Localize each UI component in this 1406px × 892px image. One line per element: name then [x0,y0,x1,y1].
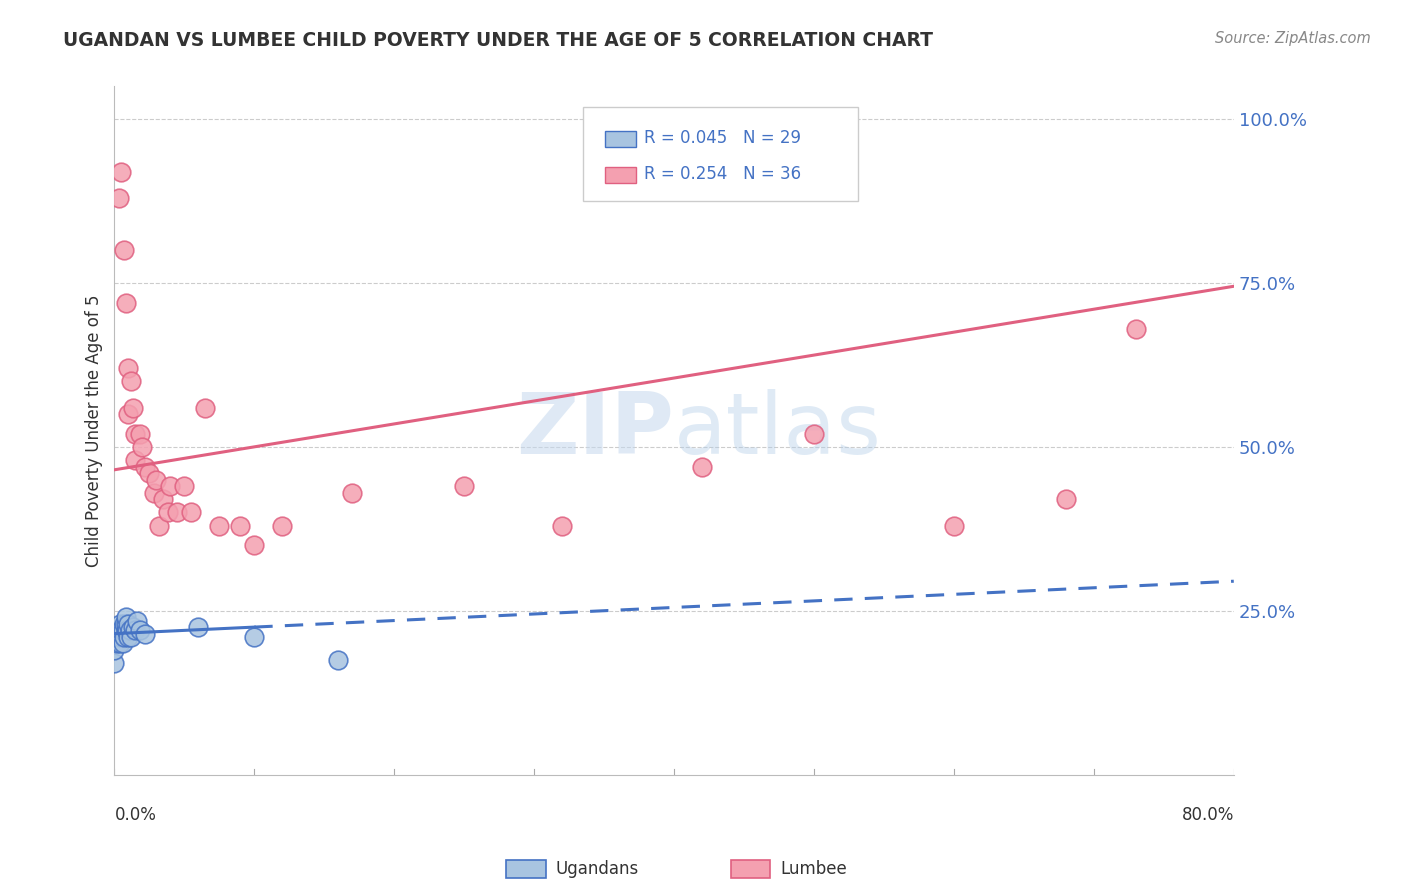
Point [229,518,252,533]
Point [110,624,132,638]
Point [180,505,202,519]
Text: atlas: atlas [673,389,882,472]
Point [551,518,574,533]
Text: R = 0.254   N = 36: R = 0.254 N = 36 [644,165,801,183]
Point [148,518,170,533]
Point [342,485,364,500]
Point [128,426,150,441]
Point [173,479,195,493]
Point [114,616,136,631]
Text: Lumbee: Lumbee [780,860,846,878]
Point [243,538,266,552]
Point [121,401,143,415]
Point [117,616,139,631]
Text: Ugandans: Ugandans [555,860,638,878]
Point [690,459,713,474]
Point [118,624,141,638]
Point [453,479,475,493]
Point [128,624,150,638]
Point [111,636,134,650]
Point [120,630,142,644]
Point [187,620,209,634]
Point [108,636,131,650]
Point [124,624,146,638]
Point [194,401,217,415]
Point [803,426,825,441]
Point [942,518,965,533]
Point [117,630,139,644]
Point [111,624,134,638]
Point [131,440,153,454]
Point [115,624,138,638]
Point [120,374,142,388]
Text: UGANDAN VS LUMBEE CHILD POVERTY UNDER THE AGE OF 5 CORRELATION CHART: UGANDAN VS LUMBEE CHILD POVERTY UNDER TH… [63,31,934,50]
Point [103,643,125,657]
Point [108,616,131,631]
Text: Source: ZipAtlas.com: Source: ZipAtlas.com [1215,31,1371,46]
Point [1125,322,1147,336]
Point [110,630,132,644]
Point [112,244,135,258]
Point [156,505,179,519]
Point [117,407,139,421]
Point [125,614,148,628]
Point [145,473,167,487]
Point [103,656,125,670]
Point [114,624,136,638]
Point [112,616,135,631]
Point [142,485,165,500]
Point [107,624,129,638]
Point [1054,492,1077,507]
Point [124,426,146,441]
Point [114,610,136,624]
Point [107,630,129,644]
Text: R = 0.045   N = 29: R = 0.045 N = 29 [644,129,801,147]
Point [208,518,231,533]
Point [138,466,160,480]
Point [134,626,156,640]
Point [107,191,129,205]
Text: ZIP: ZIP [516,389,673,472]
Point [112,630,135,644]
Point [134,459,156,474]
Point [121,620,143,634]
Point [105,636,128,650]
Point [152,492,174,507]
Point [114,295,136,310]
Point [328,653,350,667]
Point [110,164,132,178]
Point [271,518,294,533]
Text: 0.0%: 0.0% [114,805,156,823]
Text: 80.0%: 80.0% [1181,805,1234,823]
Point [117,361,139,376]
Point [124,453,146,467]
Y-axis label: Child Poverty Under the Age of 5: Child Poverty Under the Age of 5 [86,294,103,566]
Point [159,479,181,493]
Point [243,630,266,644]
Point [166,505,188,519]
